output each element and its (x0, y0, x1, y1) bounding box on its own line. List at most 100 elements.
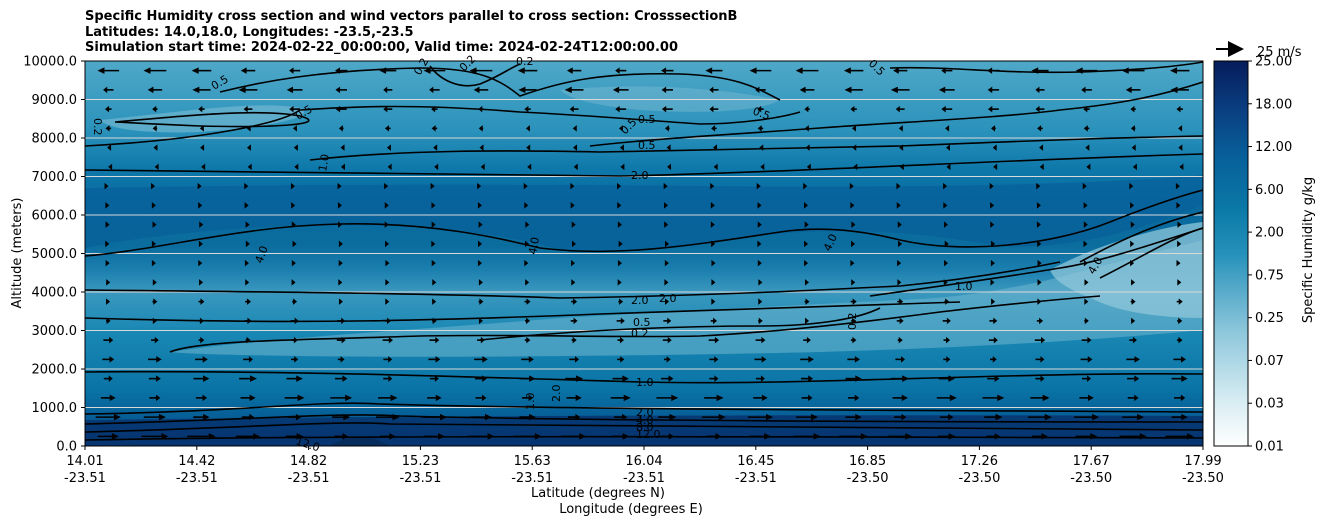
contour-05b (85, 105, 801, 147)
wind-vector-head (477, 202, 482, 209)
wind-vector-head (1039, 317, 1044, 325)
wind-vector-head (757, 240, 762, 248)
wind-vector-head (525, 221, 530, 228)
wind-vector-head (97, 67, 105, 74)
wind-vector-head (253, 433, 261, 440)
wind-vector-head (622, 413, 628, 421)
wind-vector-head (289, 105, 294, 113)
wind-vector-head (664, 221, 669, 228)
wind-vector-head (992, 144, 997, 151)
wind-vector-head (991, 125, 996, 132)
wind-vector-head (385, 259, 390, 267)
wind-vector-head (199, 221, 204, 228)
wind-vector-head (109, 336, 114, 344)
wind-vector-head (671, 394, 679, 402)
wind-vector-head (764, 433, 772, 440)
wind-vector-head (1044, 413, 1052, 421)
y-tick-label: 8000.0 (32, 132, 78, 147)
wind-vector-head (943, 182, 948, 190)
wind-vector-head (990, 259, 995, 267)
wind-vector-head (709, 105, 714, 113)
x-tick-lon: -23.50 (847, 471, 889, 486)
wind-vector-head (757, 202, 762, 209)
wind-vector-head (896, 182, 901, 190)
wind-vector-head (805, 317, 810, 325)
wind-vector-head (534, 433, 542, 440)
wind-vector-head (576, 375, 584, 382)
wind-vector-head (1035, 105, 1040, 113)
wind-vector-head (808, 375, 814, 382)
wind-vector-head (388, 336, 393, 344)
contour-label: 0.5 (751, 105, 772, 123)
wind-vector-head (761, 336, 766, 344)
wind-vector-head (338, 240, 343, 248)
y-tick-label: 7000.0 (32, 170, 78, 185)
wind-vector-head (1180, 356, 1187, 363)
wind-vector-head (337, 182, 342, 190)
wind-vector-head (1083, 125, 1088, 132)
colorbar: 0.01 0.03 0.07 0.25 0.75 2.00 6.00 12.00 18.00 25… (1213, 55, 1316, 455)
contour-02b (479, 307, 881, 341)
wind-vector-head (250, 375, 258, 382)
wind-vector-head (203, 375, 210, 382)
wind-vector-head (477, 182, 482, 190)
wind-vector-head (478, 317, 483, 325)
wind-vector-head (664, 259, 669, 267)
contour-label: 0.5 (638, 139, 656, 152)
x-tick-lat: 17.67 (1073, 454, 1110, 469)
wind-vector-head (152, 125, 157, 132)
wind-vector-head (945, 125, 950, 132)
wind-vector-head (852, 144, 857, 151)
wind-vector-head (200, 144, 205, 151)
wind-vector-head (342, 375, 348, 382)
wind-vector-head (388, 356, 393, 363)
x-tick-lat: 16.85 (849, 454, 886, 469)
wind-vector-head (338, 221, 343, 228)
x-tick-lat: 16.45 (737, 454, 774, 469)
wind-vector-head (941, 67, 946, 74)
wind-vector-head (482, 375, 487, 382)
wind-vector-head (808, 356, 814, 363)
wind-vector-head (105, 221, 110, 228)
wind-vector-head (153, 298, 158, 305)
wind-vector-head (757, 125, 762, 132)
wind-vector-head (386, 144, 391, 151)
wind-vector-head (341, 317, 346, 325)
wind-vector-head (715, 433, 722, 440)
wind-vector-head (245, 279, 250, 286)
wind-vector-head (899, 163, 904, 171)
colorbar-fill (1213, 60, 1249, 447)
wind-vector-head (469, 67, 477, 74)
wind-vectors (95, 67, 1194, 440)
wind-vector-head (1083, 259, 1088, 267)
wind-vector-head (901, 356, 906, 363)
y-axis: 0.0 1000.0 2000.0 3000.0 4000.0 5000.0 6000.0 7… (23, 55, 85, 455)
wind-vector-head (1037, 125, 1042, 132)
wind-vector-head (208, 433, 216, 440)
wind-vector-head (573, 317, 578, 325)
wind-vector-head (1176, 105, 1181, 113)
wind-vector-head (1134, 375, 1140, 382)
wind-vector-head (480, 336, 485, 344)
title-line-1: Specific Humidity cross section and wind… (85, 9, 738, 24)
wind-vector-head (905, 433, 913, 440)
wind-vector-head (619, 336, 624, 344)
wind-vector-head (758, 279, 763, 286)
wind-vector-head (526, 298, 531, 305)
wind-vector-head (853, 163, 858, 171)
wind-vector-head (479, 298, 484, 305)
wind-vector-head (383, 86, 388, 94)
wind-vector-head (711, 125, 716, 132)
wind-vector-head (487, 433, 495, 440)
contour-label: 1.0 (636, 376, 654, 389)
wind-vector-head (431, 105, 436, 113)
wind-vector-head (991, 240, 996, 248)
contour-05c (589, 81, 1203, 147)
wind-vector-head (899, 144, 904, 151)
x-tick-lon: -23.51 (176, 471, 218, 486)
y-tick-label: 10000.0 (23, 55, 77, 70)
wind-vector-head (994, 375, 1000, 382)
wind-vector-head (615, 105, 620, 113)
wind-vector-head (756, 182, 761, 190)
